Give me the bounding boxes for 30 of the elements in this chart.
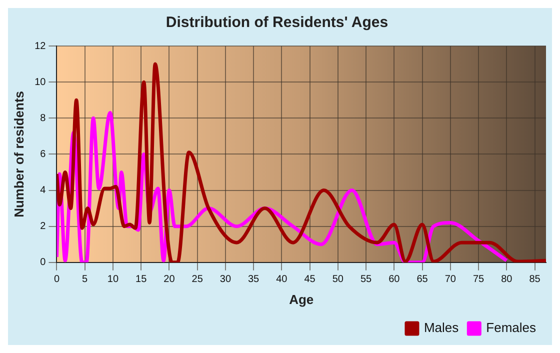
x-tick-label: 35 (248, 274, 260, 286)
x-axis-title: Age (289, 292, 314, 307)
x-tick-label: 45 (304, 274, 316, 286)
legend-label: Females (486, 320, 536, 336)
x-tick-label: 10 (107, 274, 119, 286)
y-tick-label: 2 (40, 221, 46, 232)
x-tick-label: 85 (529, 274, 541, 286)
y-tick-label: 10 (34, 76, 46, 88)
x-tick-label: 70 (444, 274, 456, 286)
x-tick-label: 0 (54, 274, 60, 286)
x-tick-label: 40 (276, 274, 288, 286)
x-tick-label: 25 (192, 274, 204, 286)
x-tick-label: 60 (388, 274, 400, 286)
x-tick-label: 55 (360, 274, 372, 286)
y-tick-label: 0 (40, 257, 46, 268)
y-tick-label: 12 (34, 40, 46, 52)
x-tick-label: 5 (82, 274, 88, 286)
x-tick-label: 30 (220, 274, 232, 286)
x-tick-label: 50 (332, 274, 344, 286)
x-tick-label: 80 (501, 274, 513, 286)
x-tick-label: 20 (164, 274, 176, 286)
y-tick-label: 8 (40, 112, 46, 124)
y-tick-label: 6 (40, 148, 46, 160)
y-tick-label: 4 (40, 185, 46, 196)
chart-title: Distribution of Residents' Ages (166, 14, 388, 32)
x-tick-label: 75 (472, 274, 485, 286)
x-tick-label: 65 (416, 274, 428, 286)
x-tick-label: 15 (136, 274, 148, 286)
legend-label: Males (424, 320, 460, 336)
y-axis-title: Number of residents (11, 90, 26, 218)
